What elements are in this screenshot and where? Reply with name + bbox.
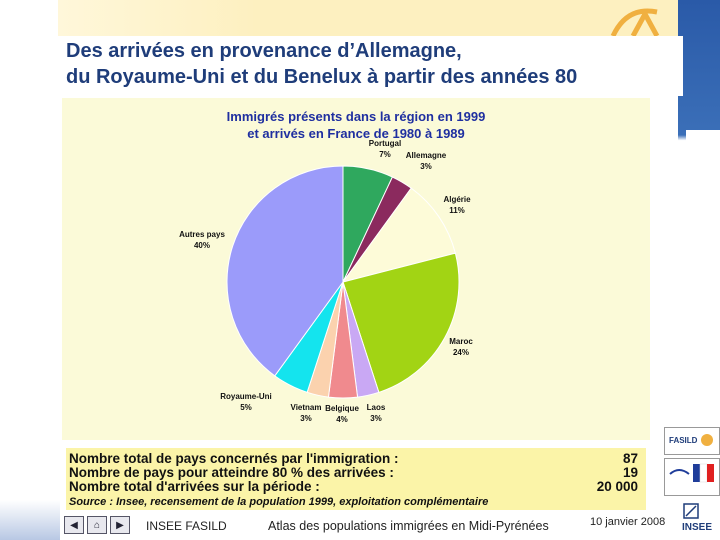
fasild-logo-text: FASILD [669, 436, 698, 445]
slice-value-label: 3% [300, 414, 312, 423]
footer-left: INSEE FASILD [146, 519, 227, 533]
home-icon: ⌂ [93, 519, 101, 531]
source-note: Source : Insee, recensement de la popula… [69, 496, 489, 508]
chart-title-line2: et arrivés en France de 1980 à 1989 [247, 126, 465, 141]
stat-value: 20 000 [596, 479, 638, 494]
pie-slice-autres-pays [226, 165, 344, 377]
slice-value-label: 3% [420, 162, 432, 171]
corner-logo-icon [610, 8, 660, 38]
stat-label: Nombre total de pays concernés par l'imm… [69, 451, 399, 466]
slice-name-label: Autres pays [179, 230, 225, 239]
slice-name-label: Belgique [325, 404, 359, 413]
slice-value-label: 4% [336, 415, 348, 424]
bottom-left-band [0, 500, 60, 540]
slice-value-label: 40% [194, 241, 210, 250]
prev-slide-button[interactable]: ◀ [64, 516, 84, 534]
slice-name-label: Algérie [443, 195, 471, 204]
slice-name-label: Maroc [449, 337, 473, 346]
insee-logo-text: INSEE [682, 522, 713, 533]
next-slide-button[interactable]: ▶ [110, 516, 130, 534]
footer-date: 10 janvier 2008 [590, 516, 666, 528]
title-background [58, 36, 683, 96]
stat-row: Nombre total de pays concernés par l'imm… [66, 451, 646, 466]
stat-value: 19 [622, 465, 638, 480]
ministry-flag-icon [669, 463, 714, 483]
footer-center: Atlas des populations immigrées en Midi-… [268, 519, 549, 533]
chart-title: Immigrés présents dans la région en 1999… [62, 108, 650, 142]
slice-value-label: 11% [449, 206, 465, 215]
slide-navigation: ◀ ⌂ ▶ [64, 516, 130, 534]
slice-name-label: Allemagne [406, 151, 447, 160]
stat-label: Nombre de pays pour atteindre 80 % des a… [69, 465, 394, 480]
slice-value-label: 24% [453, 348, 469, 357]
slice-value-label: 3% [370, 414, 382, 423]
slide-title-line1: Des arrivées en provenance d’Allemagne, [66, 40, 462, 62]
home-button[interactable]: ⌂ [87, 516, 107, 534]
slide-title-line2: du Royaume-Uni et du Benelux à partir de… [66, 66, 578, 88]
slice-value-label: 7% [379, 150, 391, 159]
slice-name-label: Royaume-Uni [220, 392, 272, 401]
stat-value: 87 [622, 451, 638, 466]
stat-row: Nombre de pays pour atteindre 80 % des a… [66, 465, 646, 480]
chart-title-line1: Immigrés présents dans la région en 1999 [226, 109, 486, 124]
pie-slice-alg-rie [341, 187, 456, 283]
slice-name-label: Laos [367, 403, 386, 412]
pie-slice-maroc [342, 252, 460, 393]
stats-panel: Nombre total de pays concernés par l'imm… [66, 448, 646, 510]
slice-name-label: Portugal [369, 139, 401, 148]
slice-name-label: Vietnam [291, 403, 322, 412]
insee-logo [683, 503, 699, 519]
fasild-mark-icon [701, 434, 713, 446]
arrow-left-icon: ◀ [70, 519, 78, 531]
stat-row: Nombre total d'arrivées sur la période :… [66, 479, 646, 494]
fasild-logo: FASILD [664, 427, 720, 455]
slide-title: Des arrivées en provenance d’Allemagne, … [66, 38, 676, 90]
ministry-logo [664, 458, 720, 496]
top-bar-fade [58, 0, 258, 36]
slice-value-label: 5% [240, 403, 252, 412]
stat-label: Nombre total d'arrivées sur la période : [69, 479, 320, 494]
arrow-right-icon: ▶ [116, 519, 124, 531]
